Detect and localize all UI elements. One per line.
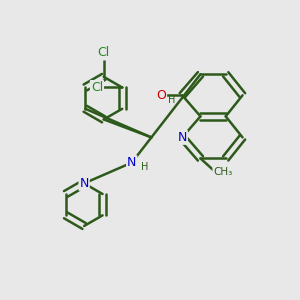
Text: N: N [178,131,187,144]
Text: Cl: Cl [98,46,110,59]
Text: Cl: Cl [91,81,103,94]
Text: O: O [156,89,166,102]
Text: N: N [80,177,89,190]
Text: N: N [127,156,136,169]
Text: H: H [168,95,175,105]
Text: CH₃: CH₃ [213,167,232,177]
Text: H: H [141,162,148,172]
